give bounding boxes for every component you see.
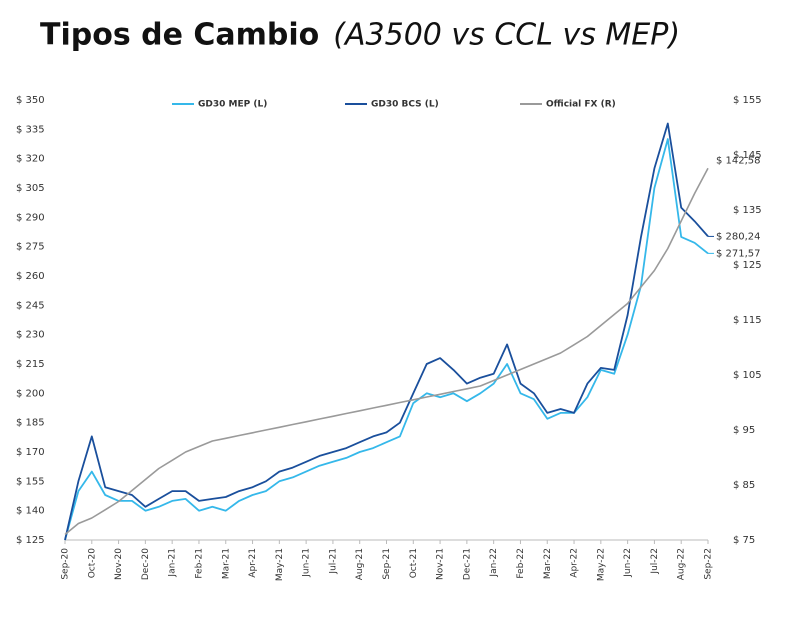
y2-tick-label: $ 85	[733, 480, 755, 491]
y2-tick-label: $ 135	[733, 205, 762, 216]
x-tick-label: Nov-21	[436, 548, 446, 580]
x-tick-label: Dec-20	[141, 548, 151, 580]
y2-tick-label: $ 75	[733, 535, 755, 546]
y2-tick-label: $ 105	[733, 370, 762, 381]
x-tick-label: Aug-21	[355, 548, 365, 580]
chart-subtitle: (A3500 vs CCL vs MEP)	[333, 18, 680, 53]
x-tick-label: Mar-21	[221, 548, 231, 579]
end-label: $ 280,24	[716, 231, 761, 242]
y-tick-label: $ 155	[16, 476, 45, 487]
x-tick-label: Mar-22	[543, 548, 553, 579]
x-tick-label: Sep-21	[382, 548, 392, 580]
x-tick-label: Feb-21	[194, 548, 204, 579]
x-tick-label: Jan-21	[168, 548, 178, 578]
y2-tick-label: $ 145	[733, 150, 762, 161]
x-tick-label: Sep-20	[61, 548, 71, 580]
legend-label: GD30 BCS (L)	[371, 100, 439, 110]
series-line	[64, 167, 709, 536]
x-tick-label: May-22	[596, 548, 606, 581]
end-label: $ 142,58	[716, 155, 761, 166]
y-tick-label: $ 170	[16, 447, 45, 458]
x-tick-label: Apr-21	[248, 548, 258, 578]
y-tick-label: $ 335	[16, 124, 45, 135]
series-line	[64, 122, 709, 541]
x-tick-label: Jun-21	[302, 548, 312, 578]
y-tick-label: $ 305	[16, 183, 45, 194]
y-tick-label: $ 245	[16, 300, 45, 311]
y-tick-label: $ 275	[16, 242, 45, 253]
x-tick-label: Jul-22	[650, 548, 660, 575]
chart-title: Tipos de Cambio	[40, 18, 319, 53]
y-tick-label: $ 290	[16, 212, 45, 223]
x-tick-label: Sep-22	[704, 548, 714, 580]
x-tick-label: Nov-20	[114, 548, 124, 580]
x-tick-label: May-21	[275, 548, 285, 581]
y-tick-label: $ 215	[16, 359, 45, 370]
y2-tick-label: $ 115	[733, 315, 762, 326]
y2-tick-label: $ 95	[733, 425, 755, 436]
x-tick-label: Oct-21	[409, 548, 419, 578]
y-tick-label: $ 350	[16, 95, 45, 106]
x-tick-label: Oct-20	[87, 548, 97, 579]
x-tick-label: Jun-22	[623, 548, 633, 578]
end-label: $ 271,57	[716, 248, 761, 259]
x-tick-label: Apr-22	[570, 548, 580, 578]
x-tick-label: Aug-22	[677, 548, 687, 580]
y2-tick-label: $ 125	[733, 260, 762, 271]
x-tick-label: Jul-21	[328, 548, 338, 575]
y-tick-label: $ 230	[16, 330, 45, 341]
y-tick-label: $ 185	[16, 418, 45, 429]
y-tick-label: $ 125	[16, 535, 45, 546]
y-tick-label: $ 320	[16, 154, 45, 165]
y-tick-label: $ 140	[16, 506, 45, 517]
legend-label: Official FX (R)	[546, 100, 616, 110]
x-tick-label: Jan-22	[489, 548, 499, 578]
x-tick-label: Dec-21	[462, 548, 472, 580]
y2-tick-label: $ 155	[733, 95, 762, 106]
series-line	[64, 138, 709, 541]
y-tick-label: $ 260	[16, 271, 45, 282]
y-tick-label: $ 200	[16, 388, 45, 399]
legend-label: GD30 MEP (L)	[198, 100, 267, 110]
x-tick-label: Feb-22	[516, 548, 526, 579]
